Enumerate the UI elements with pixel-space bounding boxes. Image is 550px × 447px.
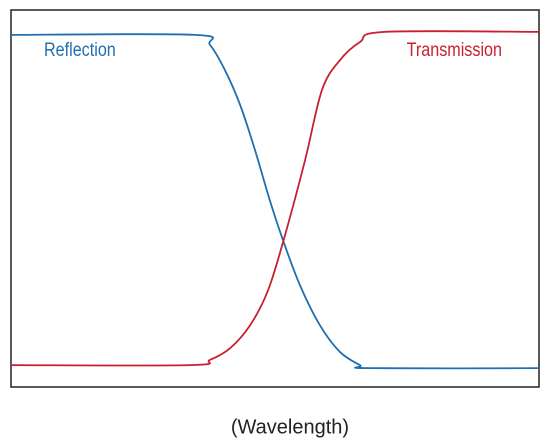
- series-label: Reflection: [44, 39, 116, 61]
- series-line: [10, 33, 540, 370]
- series-label: Transmission: [407, 39, 502, 61]
- series-line: [10, 30, 540, 367]
- plot-frame: [10, 9, 540, 388]
- x-axis-label: (Wavelength): [231, 416, 349, 438]
